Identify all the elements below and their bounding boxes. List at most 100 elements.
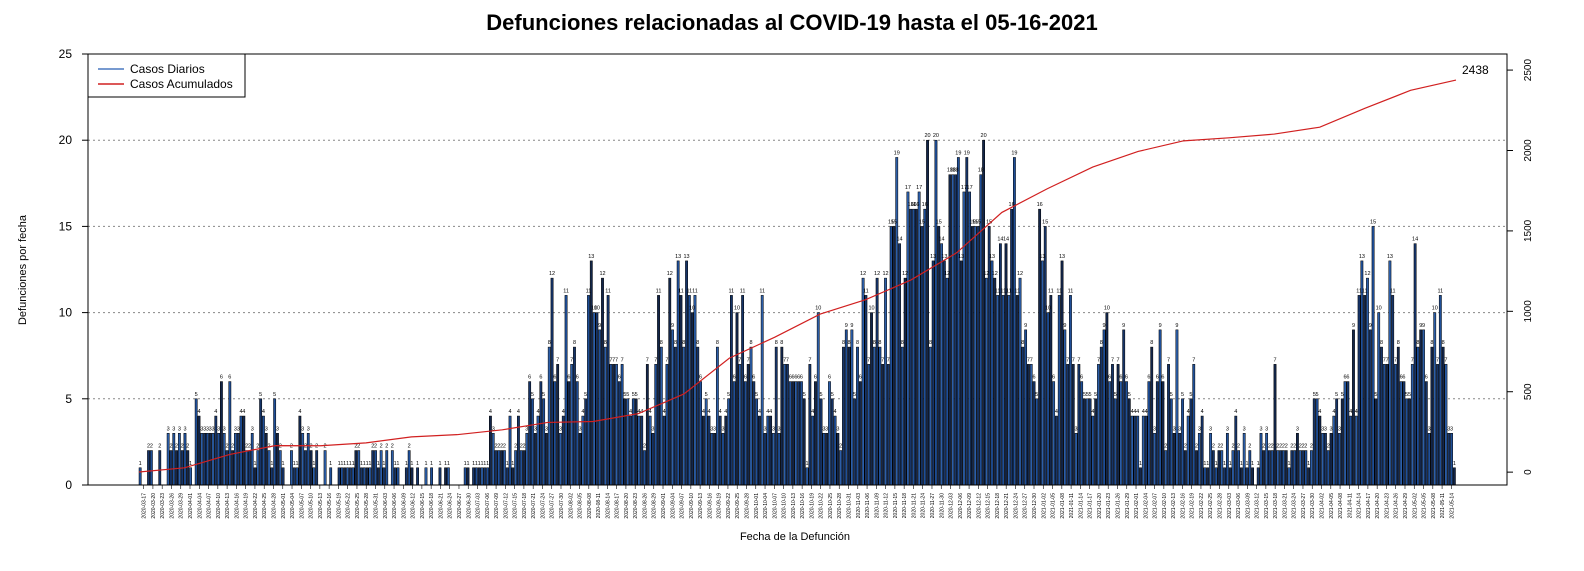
- bar: [996, 295, 1000, 486]
- bar-value-label: 9: [1422, 323, 1425, 329]
- bar-value-label: 1: [343, 461, 346, 467]
- bar-value-label: 10: [591, 306, 597, 312]
- x-tick-label: 2020-12-30: [1032, 493, 1038, 519]
- bar-value-label: 13: [588, 254, 594, 260]
- bar: [245, 450, 249, 486]
- bar: [976, 226, 980, 486]
- x-axis: 2020-03-17 2020-03-20 2020-03-23 2020-03-26…: [142, 485, 1455, 519]
- bar-value-label: 1: [447, 461, 450, 467]
- bar-value-label: 11: [687, 288, 693, 294]
- bar-value-label: 11: [1014, 288, 1020, 294]
- bar-value-label: 3: [1450, 426, 1453, 432]
- bar: [1422, 329, 1425, 486]
- bar: [365, 467, 369, 486]
- bar: [917, 191, 921, 486]
- bar: [264, 433, 268, 486]
- bar-value-label: 15: [969, 219, 975, 225]
- bar-value-label: 4: [581, 409, 584, 415]
- x-tick-label: 2020-10-01: [754, 493, 760, 519]
- x-tick-label: 2021-05-08: [1431, 493, 1437, 519]
- bar: [999, 243, 1002, 486]
- bar-value-label: 15: [919, 219, 925, 225]
- x-tick-label: 2020-07-21: [531, 493, 537, 519]
- bar-value-label: 4: [508, 409, 511, 415]
- bar: [710, 433, 714, 486]
- x-tick-label: 2020-06-12: [411, 493, 417, 519]
- bar-value-label: 2: [1248, 444, 1251, 450]
- x-tick-label: 2021-05-02: [1412, 493, 1418, 519]
- bar-value-label: 1: [1206, 461, 1209, 467]
- bar-value-label: 5: [727, 392, 730, 398]
- legend: Casos Diarios Casos Acumulados: [87, 53, 246, 98]
- bar-value-label: 5: [755, 392, 758, 398]
- bar: [1436, 364, 1439, 486]
- bar: [1206, 467, 1210, 486]
- bar: [1382, 364, 1386, 486]
- bar: [690, 312, 694, 486]
- x-tick-label: 2020-07-15: [513, 493, 519, 519]
- bar-value-label: 2: [150, 444, 153, 450]
- bar-value-label: 3: [1243, 426, 1246, 432]
- bar-value-label: 12: [667, 271, 673, 277]
- bar-value-label: 6: [567, 375, 570, 381]
- bar-value-label: 11: [1437, 288, 1443, 294]
- y-axis-label: Defunciones por fecha: [17, 214, 29, 325]
- bar-value-label: 20: [924, 133, 930, 139]
- grid-lines: [88, 139, 1507, 400]
- bar: [587, 295, 590, 486]
- bar-value-label: 2: [520, 444, 523, 450]
- bar-value-label: 8: [1430, 340, 1433, 346]
- bar-value-label: 2: [1237, 444, 1240, 450]
- bar-value-label: 5: [1170, 392, 1173, 398]
- x-tick-label: 2020-04-22: [253, 493, 259, 519]
- y-tick-label: 5: [65, 392, 72, 406]
- bar-value-label: 7: [654, 357, 657, 363]
- bar: [340, 467, 344, 486]
- bar-value-label: 1: [480, 461, 483, 467]
- bar-value-label: 18: [947, 168, 953, 174]
- bar: [1242, 433, 1246, 486]
- bar: [1396, 346, 1400, 486]
- bar-value-label: 1: [430, 461, 433, 467]
- x-tick-label: 2020-10-25: [828, 493, 834, 519]
- bar-value-label: 1: [466, 461, 469, 467]
- bar: [1203, 467, 1207, 486]
- x-tick-label: 2020-12-06: [958, 493, 964, 519]
- bar: [631, 398, 635, 486]
- bar: [228, 381, 232, 486]
- x-tick-label: 2020-07-30: [559, 493, 565, 519]
- bar-value-label: 2: [1276, 444, 1279, 450]
- x-tick-label: 2020-05-28: [364, 493, 370, 519]
- bar-value-label: 3: [307, 426, 310, 432]
- bar-value-label: 11: [1356, 288, 1362, 294]
- bar-value-label: 11: [678, 288, 684, 294]
- bar-value-label: 1: [282, 461, 285, 467]
- bar: [1452, 467, 1456, 486]
- bar-value-label: 8: [696, 340, 699, 346]
- bar: [1296, 433, 1299, 486]
- bar: [766, 415, 770, 486]
- bar: [533, 433, 537, 486]
- bar: [685, 260, 688, 486]
- bar: [861, 277, 865, 486]
- bar: [1175, 329, 1179, 486]
- bar: [575, 381, 579, 486]
- bar-value-label: 3: [559, 426, 562, 432]
- bar: [306, 433, 310, 486]
- bar-value-label: 2: [147, 444, 150, 450]
- bar: [1074, 433, 1078, 486]
- bar-value-label: 16: [922, 202, 928, 208]
- bar: [1172, 433, 1176, 486]
- bar-value-label: 14: [1412, 237, 1418, 243]
- bar: [1209, 433, 1212, 486]
- x-tick-label: 2020-03-26: [169, 493, 175, 519]
- bar-value-label: 12: [599, 271, 605, 277]
- bar-value-label: 6: [1402, 375, 1405, 381]
- bar: [598, 329, 602, 486]
- bar: [993, 277, 997, 486]
- bar: [735, 312, 739, 486]
- bar-value-label: 11: [1068, 288, 1074, 294]
- bar-value-label: 2: [169, 444, 172, 450]
- bar-value-label: 1: [1240, 461, 1243, 467]
- bar-value-label: 12: [992, 271, 998, 277]
